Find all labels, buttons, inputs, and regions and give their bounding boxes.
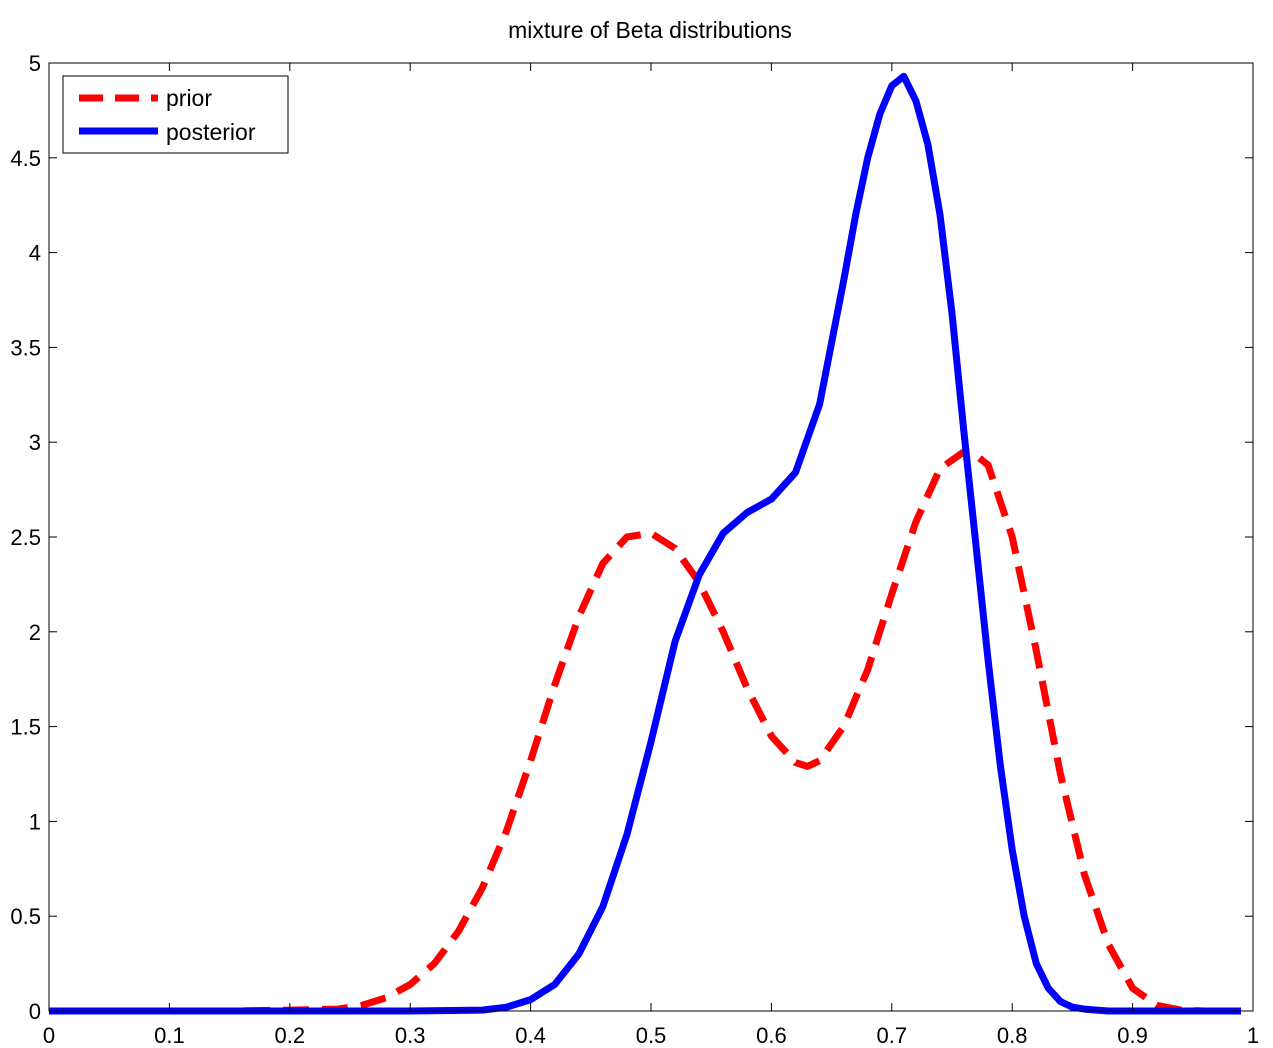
y-tick-label: 1.5 bbox=[10, 715, 41, 740]
plot-lines bbox=[49, 72, 1241, 1015]
plot-area-frame bbox=[48, 62, 1254, 1012]
x-tick-label: 0.8 bbox=[997, 1023, 1028, 1048]
y-tick-label: 0 bbox=[29, 999, 41, 1024]
x-axis: 0 0.1 0.2 0.3 0.4 0.5 0.6 0.7 0.8 0.9 1 bbox=[43, 63, 1259, 1048]
y-tick-label: 2 bbox=[29, 620, 41, 645]
x-tick-label: 0.4 bbox=[515, 1023, 546, 1048]
chart-title: mixture of Beta distributions bbox=[508, 17, 792, 43]
series-line-posterior bbox=[49, 72, 1241, 1015]
x-tick-label: 0.3 bbox=[395, 1023, 426, 1048]
y-tick-label: 3.5 bbox=[10, 335, 41, 360]
x-tick-label: 0.7 bbox=[877, 1023, 908, 1048]
y-tick-label: 1 bbox=[29, 809, 41, 834]
y-tick-label: 0.5 bbox=[10, 904, 41, 929]
legend: prior posterior bbox=[62, 75, 289, 154]
x-tick-label: 0.6 bbox=[756, 1023, 787, 1048]
legend-box bbox=[62, 75, 289, 154]
x-tick-label: 0.2 bbox=[275, 1023, 306, 1048]
x-tick-label: 0.9 bbox=[1117, 1023, 1148, 1048]
y-tick-label: 4.5 bbox=[10, 146, 41, 171]
x-tick-label: 1 bbox=[1247, 1023, 1259, 1048]
y-tick-label: 5 bbox=[29, 51, 41, 76]
x-tick-label: 0.1 bbox=[154, 1023, 185, 1048]
y-axis: 0 0.5 1 1.5 2 2.5 3 3.5 4 4.5 5 bbox=[10, 51, 1253, 1024]
x-tick-label: 0 bbox=[43, 1023, 55, 1048]
y-tick-label: 2.5 bbox=[10, 525, 41, 550]
y-tick-label: 4 bbox=[29, 241, 41, 266]
legend-label-posterior: posterior bbox=[166, 119, 256, 145]
x-tick-label: 0.5 bbox=[636, 1023, 667, 1048]
series-line-prior bbox=[49, 448, 1241, 1015]
y-tick-label: 3 bbox=[29, 430, 41, 455]
legend-label-prior: prior bbox=[166, 85, 212, 111]
